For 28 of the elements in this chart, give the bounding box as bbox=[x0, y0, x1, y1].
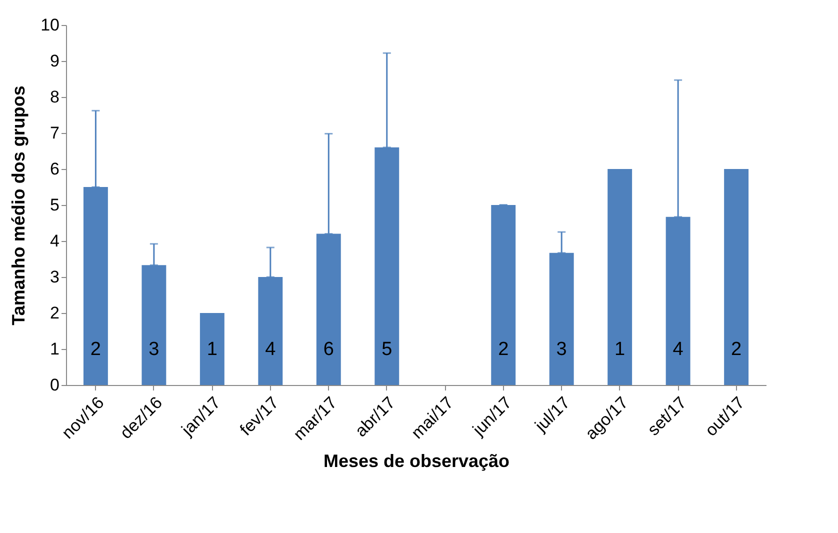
annotation: 3 bbox=[556, 339, 567, 360]
annotation: 4 bbox=[672, 339, 684, 360]
bar bbox=[608, 169, 632, 385]
y-axis-title: Tamanho médio dos grupos bbox=[8, 86, 29, 326]
annotation: 4 bbox=[265, 339, 276, 360]
y-tick-label: 5 bbox=[50, 196, 60, 214]
y-tick-label: 7 bbox=[50, 124, 60, 142]
annotation: 1 bbox=[206, 339, 218, 360]
annotation: 2 bbox=[90, 339, 101, 360]
annotation: 2 bbox=[731, 339, 742, 360]
annotation: 3 bbox=[148, 339, 160, 360]
annotation: 2 bbox=[498, 339, 509, 360]
annotation: 1 bbox=[614, 339, 626, 360]
bar bbox=[724, 169, 749, 385]
y-tick-label: 4 bbox=[50, 232, 60, 250]
bar bbox=[200, 313, 224, 385]
annotation: 5 bbox=[382, 339, 392, 360]
y-tick-label: 9 bbox=[50, 52, 60, 70]
y-tick-label: 3 bbox=[50, 268, 60, 286]
annotation: 6 bbox=[323, 339, 334, 360]
y-tick-label: 6 bbox=[50, 160, 60, 178]
bar bbox=[491, 205, 516, 385]
y-tick-label: 8 bbox=[50, 88, 60, 106]
y-tick-label: 2 bbox=[50, 304, 60, 322]
y-tick-label: 1 bbox=[50, 340, 60, 358]
y-tick-label: 0 bbox=[50, 376, 60, 394]
y-tick-label: 10 bbox=[40, 16, 60, 34]
x-axis-title: Meses de observação bbox=[323, 451, 510, 472]
